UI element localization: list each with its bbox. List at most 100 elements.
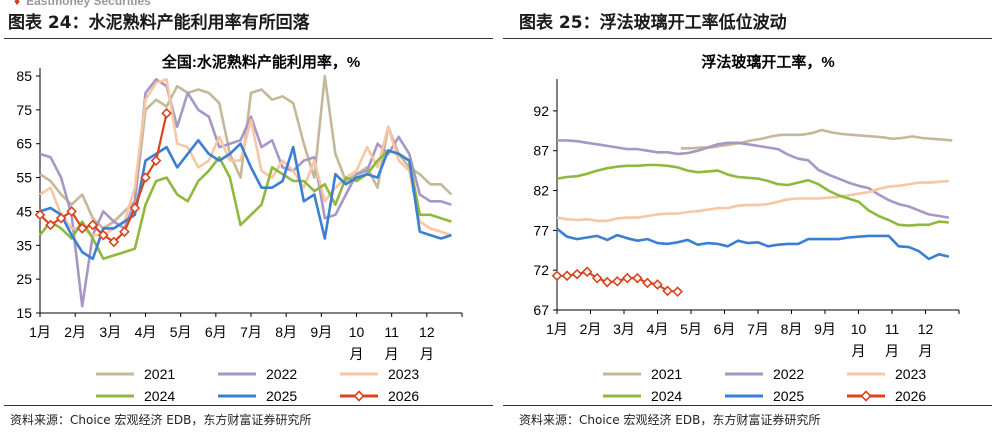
series-point [140,172,151,183]
series-point [652,279,663,290]
series-point [87,219,99,231]
series-point [55,212,67,224]
legend-marker [860,390,872,402]
y-tick-label: 67 [533,302,549,318]
y-tick-label: 15 [16,305,32,321]
legend-label: 2023 [895,366,926,382]
x-tick-label: 12 [419,324,435,340]
cement-panel: ♦ Eastmoney Securities 图表 24：水泥熟料产能利用率有所回… [4,0,493,427]
x-tick-label: 4月 [647,321,669,337]
x-tick-label: 9月 [814,321,836,337]
cement-chart: 全国:水泥熟料产能利用率，% 15 25 35 45 55 65 75 85 1月 2月 3月 4月 5月… [16,53,463,404]
series-point [642,277,653,289]
series-point [611,275,623,287]
x-tick-label: 3月 [99,324,121,340]
legend-label: 2021 [651,366,682,382]
series-point [108,236,120,248]
series-point [601,276,613,288]
legend-label: 2022 [266,366,297,382]
legend-label: 2023 [388,366,419,382]
brand-mark-icon: ♦ [14,0,21,8]
x-tick-label: 2月 [580,321,602,337]
legend-label: 2024 [651,388,682,404]
x-tick-label: 月 [420,346,434,362]
series-point [581,266,593,278]
series-line-2025 [39,139,452,261]
x-tick-label: 10 [851,321,867,337]
footer-rule [4,405,493,406]
y-tick-label: 35 [16,237,32,253]
footer-rule [503,405,992,406]
y-tick-label: 77 [533,222,549,238]
brand-text: Eastmoney Securities [26,0,151,8]
x-tick-label: 7月 [747,321,769,337]
glass-panel: 图表 25：浮法玻璃开工率低位波动 浮法玻璃开工率，% 67 72 77 82 87 92 1… [499,0,998,433]
chart-title: 全国:水泥熟料产能利用率，% [161,53,360,71]
x-tick-label: 5月 [680,321,702,337]
series-point [66,206,77,217]
y-tick-label: 92 [533,103,549,119]
x-tick-label: 8月 [781,321,803,337]
y-tick-label: 25 [16,271,32,287]
y-tick-label: 75 [16,102,32,118]
series-point [571,268,583,280]
legend-label: 2026 [895,388,926,404]
y-tick-label: 55 [16,170,32,186]
x-tick-label: 12 [918,321,934,337]
legend-label: 2022 [773,366,804,382]
series-point [129,202,141,214]
x-tick-label: 9月 [310,324,332,340]
series-line-2024 [38,149,452,261]
glass-chart: 浮法玻璃开工率，% 67 72 77 82 87 92 1月 2月 3月 4月 5月 6月 7月 8月 9月 1… [533,53,960,404]
x-tick-label: 7月 [240,324,262,340]
series-line-2022 [39,78,452,308]
series-point [161,107,172,119]
x-tick-label: 1月 [546,321,568,337]
x-tick-label: 月 [919,343,933,359]
y-tick-label: 82 [533,183,549,199]
x-tick-label: 6月 [205,324,227,340]
x-tick-label: 5月 [170,324,192,340]
x-tick-label: 2月 [64,324,86,340]
x-tick-label: 月 [350,346,364,362]
series-point [150,155,162,166]
y-tick-label: 45 [16,203,32,219]
chart-title: 浮法玻璃开工率，% [701,53,834,71]
series-point [119,226,130,238]
y-tick-label: 87 [533,143,549,159]
x-tick-label: 月 [385,346,399,362]
y-tick-label: 72 [533,262,549,278]
legend-label: 2025 [773,388,804,404]
series-point [34,209,46,221]
series-point [672,286,683,298]
y-tick-label: 85 [16,68,32,84]
series-line-2023 [39,78,452,237]
series-point [76,223,88,234]
x-tick-label: 8月 [275,324,297,340]
series-line-2022 [557,139,950,219]
series-line-2024 [556,163,950,227]
title-rule [4,38,493,39]
series-point [45,219,56,231]
series-point [622,272,633,284]
series-line-2023 [556,179,950,223]
figure-title: 图表 24：水泥熟料产能利用率有所回落 [8,13,310,33]
series-point [97,229,109,241]
legend-label: 2024 [144,388,175,404]
x-tick-label: 3月 [613,321,635,337]
title-rule [503,38,992,39]
series-point [561,270,573,282]
series-line-2021 [680,128,953,150]
legend-label: 2021 [144,366,175,382]
x-tick-label: 10 [349,324,365,340]
x-tick-label: 4月 [135,324,157,340]
series-point [662,285,673,297]
y-tick-label: 65 [16,136,32,152]
x-tick-label: 1月 [29,324,51,340]
series-point [632,272,643,284]
source-note: 资料来源：Choice 宏观经济 EDB，东方财富证券研究所 [519,413,821,427]
series-point [551,270,563,282]
x-tick-label: 11 [384,324,399,340]
series-line-2025 [556,227,950,261]
x-tick-label: 11 [885,321,900,337]
